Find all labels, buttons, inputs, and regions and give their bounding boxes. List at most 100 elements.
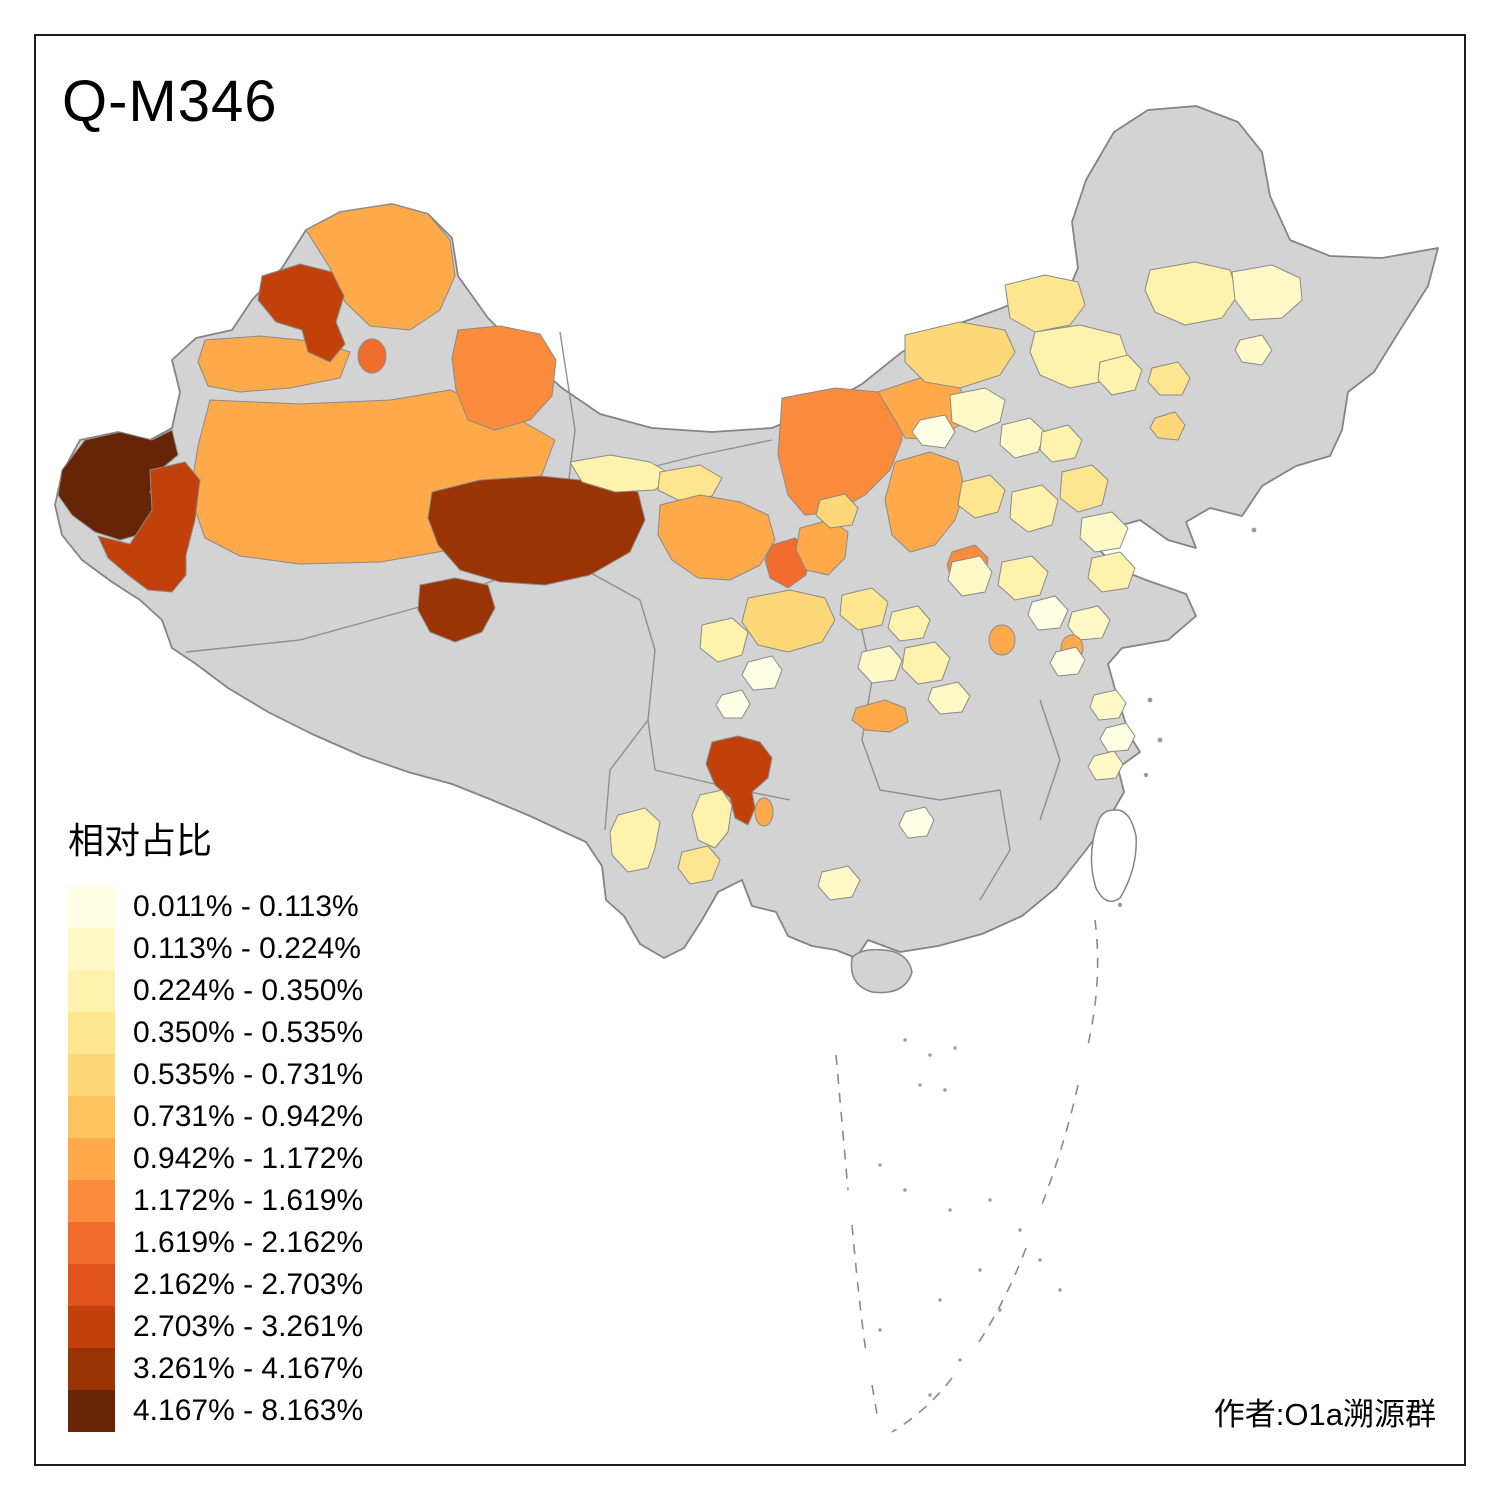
map-region (609, 807, 661, 873)
attribution-text: 作者:O1a溯源群 (1213, 1397, 1436, 1432)
map-region (947, 555, 993, 597)
map-region (884, 451, 966, 553)
legend-title: 相对占比 (68, 820, 213, 861)
map-region (1099, 722, 1136, 753)
map-region (1027, 595, 1069, 631)
map-region (1067, 605, 1111, 641)
map-region (677, 845, 721, 885)
legend-label: 0.350% - 0.535% (133, 1016, 364, 1049)
map-region (988, 624, 1016, 656)
map-region (887, 605, 931, 642)
map-region (1039, 424, 1083, 463)
legend-row: 0.224% - 0.350% (68, 970, 363, 1012)
legend-row: 2.162% - 2.703% (68, 1264, 363, 1306)
legend-swatch (68, 928, 115, 970)
legend-row: 0.011% - 0.113% (68, 886, 363, 928)
legend-row: 0.535% - 0.731% (68, 1054, 363, 1096)
page-title: Q-M346 (62, 69, 278, 134)
map-region (657, 494, 776, 581)
legend-label: 0.535% - 0.731% (133, 1058, 364, 1091)
map-region (1087, 750, 1124, 781)
legend-row: 0.350% - 0.535% (68, 1012, 363, 1054)
map-region (417, 577, 496, 643)
map-region (699, 617, 749, 663)
map-region (911, 414, 956, 449)
map-region (741, 655, 783, 691)
map-region (997, 555, 1049, 601)
map-region (451, 325, 557, 431)
map-region (97, 461, 201, 593)
legend-label: 2.162% - 2.703% (133, 1268, 364, 1301)
legend-label: 1.619% - 2.162% (133, 1226, 364, 1259)
south-china-sea-islands (878, 1038, 1062, 1397)
map-region (427, 475, 646, 586)
legend-swatch (68, 1180, 115, 1222)
map-region (1144, 261, 1239, 326)
map-region (1149, 411, 1186, 441)
map-region (657, 464, 723, 501)
legend-label: 3.261% - 4.167% (133, 1352, 364, 1385)
legend-row: 1.619% - 2.162% (68, 1222, 363, 1264)
map-region (901, 641, 951, 685)
legend-row: 4.167% - 8.163% (68, 1390, 363, 1432)
map-region (741, 589, 836, 653)
map-region (1231, 264, 1303, 321)
legend-row: 2.703% - 3.261% (68, 1306, 363, 1348)
map-region (1079, 511, 1129, 553)
legend-swatch (68, 1054, 115, 1096)
legend-label: 1.172% - 1.619% (133, 1184, 364, 1217)
legend-swatch (68, 1096, 115, 1138)
legend-label: 0.731% - 0.942% (133, 1100, 364, 1133)
legend-row: 1.172% - 1.619% (68, 1180, 363, 1222)
map-region (999, 417, 1046, 459)
map-region (257, 263, 346, 363)
map-region (957, 474, 1006, 519)
map-region (57, 429, 179, 541)
map-region (857, 645, 903, 684)
legend-swatch (68, 1264, 115, 1306)
map-region (1059, 464, 1109, 513)
legend-label: 2.703% - 3.261% (133, 1310, 364, 1343)
map-region (1087, 551, 1136, 593)
legend-label: 0.942% - 1.172% (133, 1142, 364, 1175)
map-region (777, 387, 903, 516)
map-region (898, 806, 935, 839)
map-region (357, 338, 387, 374)
legend-swatch (68, 1306, 115, 1348)
legend-label: 0.011% - 0.113% (133, 890, 359, 923)
legend-swatch (68, 1390, 115, 1432)
map-region (1009, 484, 1059, 533)
map-region (1097, 354, 1143, 396)
map-region (715, 689, 751, 719)
legend-row: 0.942% - 1.172% (68, 1138, 363, 1180)
map-region (815, 493, 859, 529)
map-region (1004, 274, 1086, 333)
map-region (1234, 334, 1273, 366)
map-region (839, 587, 889, 631)
legend-label: 4.167% - 8.163% (133, 1394, 364, 1427)
legend-swatch (68, 970, 115, 1012)
map-region (851, 699, 909, 733)
choropleth-patches (57, 203, 1303, 901)
map-region (1089, 689, 1127, 721)
legend-label: 0.113% - 0.224% (133, 932, 361, 965)
legend-row: 0.113% - 0.224% (68, 928, 363, 970)
legend-row: 3.261% - 4.167% (68, 1348, 363, 1390)
legend-label: 0.224% - 0.350% (133, 974, 364, 1007)
map-region (904, 321, 1016, 389)
map-region (1147, 361, 1191, 396)
hainan-island (850, 948, 913, 994)
coastal-islets (1117, 527, 1257, 908)
legend-swatch (68, 1012, 115, 1054)
map-region (691, 789, 733, 849)
legend: 相对占比 0.011% - 0.113% 0.113% - 0.224% 0.2… (68, 812, 363, 1432)
map-region (949, 387, 1006, 433)
map-region (817, 865, 861, 901)
map-region (1049, 646, 1086, 677)
taiwan-island (1090, 809, 1137, 903)
map-region (927, 681, 971, 715)
legend-swatch (68, 1138, 115, 1180)
legend-row: 0.731% - 0.942% (68, 1096, 363, 1138)
